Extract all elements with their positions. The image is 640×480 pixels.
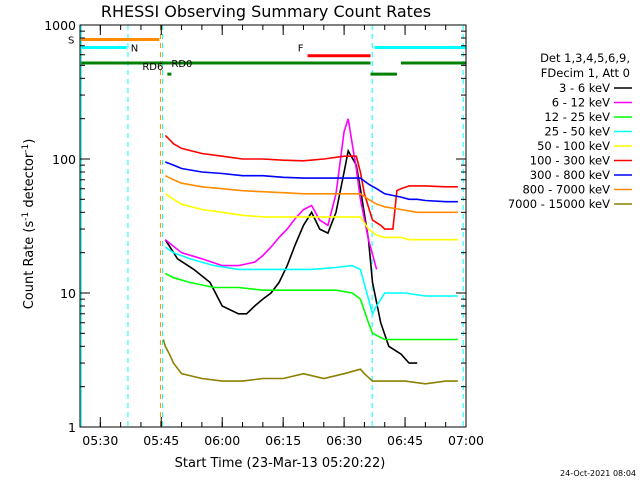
series-line [165,161,458,203]
legend-entry-label: 25 - 50 keV [544,125,610,139]
x-axis-label: Start Time (23-Mar-13 05:20:22) [175,456,386,471]
status-bar-label: N [131,43,138,54]
x-tick-label: 06:30 [326,433,362,448]
status-bar-label: RD0 [171,59,192,70]
series-line [164,134,458,230]
y-tick-label: 1 [68,420,76,435]
x-tick-label: 06:45 [387,433,423,448]
legend-entry-label: 100 - 300 keV [530,154,610,168]
y-tick-label: 1000 [44,18,76,33]
x-tick-label: 06:00 [204,433,240,448]
annotations: S N RD0 RD6 F [68,35,466,76]
footer-date: 24-Oct-2021 08:04 [560,469,636,478]
series-group [162,118,458,385]
x-tick-label: 06:15 [265,433,301,448]
legend-entry-label: 7000 - 15000 keV [508,197,610,211]
y-axis-label-end: ) [22,139,37,144]
legend: Det 1,3,4,5,6,9, FDecim 1, Att 0 3 - 6 k… [508,51,632,211]
legend-entry-label: 800 - 7000 keV [522,183,610,197]
y-tick-label: 10 [60,286,76,301]
x-tick-label: 05:45 [143,433,179,448]
chart-title: RHESSI Observing Summary Count Rates [101,2,431,21]
series-line [164,272,458,341]
status-bar-label: F [298,44,304,55]
series-line [164,118,378,270]
legend-entry-label: 12 - 25 keV [544,110,610,124]
y-axis-label: Count Rate (s-1 detector-1) [21,139,37,310]
series-line [164,193,458,241]
y-axis-label-main: Count Rate (s [22,221,37,310]
series-line [164,148,418,364]
plot-frame [79,24,467,428]
status-bar-label: S [68,35,74,46]
legend-header-line-1: Det 1,3,4,5,6,9, [540,51,630,65]
vertical-markers [80,25,464,427]
series-line [164,174,458,214]
series-line [164,246,458,316]
x-tick-label: 05:30 [82,433,118,448]
legend-entry-label: 50 - 100 keV [537,139,610,153]
axes: 1 10 100 1000 05:30 05:45 06:00 06:15 06:30 06:45… [44,18,484,448]
x-tick-label: 07:00 [448,433,484,448]
y-axis-label-mid: detector [22,152,37,212]
status-bar-label: RD6 [142,62,163,73]
legend-entry-label: 3 - 6 keV [559,81,610,95]
y-tick-label: 100 [52,152,76,167]
y-axis-label-sup1: -1 [21,212,31,221]
y-axis-label-sup2: -1 [21,144,31,153]
legend-entry-label: 300 - 800 keV [530,168,610,182]
legend-header-line-2: FDecim 1, Att 0 [541,66,630,80]
legend-entry-label: 6 - 12 keV [552,96,610,110]
series-line [162,339,458,385]
